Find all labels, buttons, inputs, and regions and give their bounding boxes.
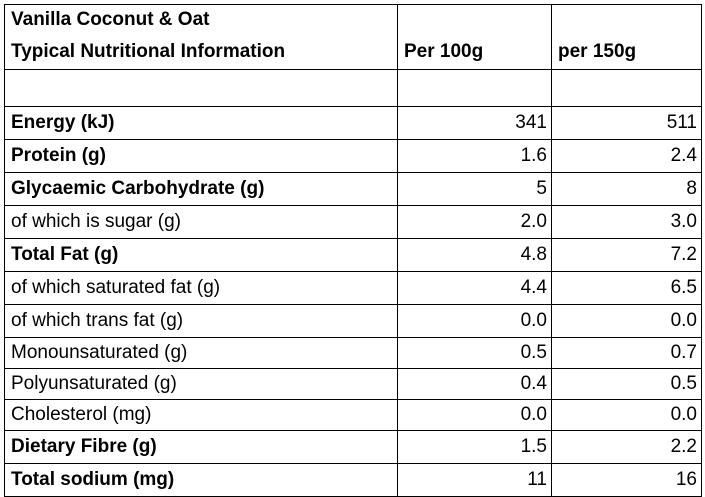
value-per-150g: 511 [551,106,702,140]
value-per-150g: 2.2 [551,430,702,464]
table-row: Monounsaturated (g) 0.5 0.7 [4,337,702,369]
value-per-100g: 5 [397,172,552,206]
title-row: Vanilla Coconut & Oat [4,4,702,35]
header-row: Typical Nutritional Information Per 100g… [4,35,702,70]
value-per-150g: 0.0 [551,304,702,338]
table-row: of which trans fat (g) 0.0 0.0 [4,304,702,338]
column-header-per-100g: Per 100g [397,35,552,70]
empty-cell [4,69,398,107]
nutrient-label: Total Fat (g) [4,238,398,272]
nutrient-label: Polyunsaturated (g) [4,368,398,400]
value-per-100g: 0.5 [397,337,552,369]
nutrition-table: Vanilla Coconut & Oat Typical Nutritiona… [4,4,702,497]
nutrient-label: Cholesterol (mg) [4,399,398,431]
value-per-150g: 0.5 [551,368,702,400]
value-per-150g: 16 [551,463,702,497]
nutrient-label: of which trans fat (g) [4,304,398,338]
value-per-150g: 0.0 [551,399,702,431]
nutrient-label: Total sodium (mg) [4,463,398,497]
value-per-100g: 0.0 [397,399,552,431]
header-blank-cell [551,4,702,35]
nutrition-sheet: Vanilla Coconut & Oat Typical Nutritiona… [4,4,702,497]
table-row: of which is sugar (g) 2.0 3.0 [4,205,702,239]
value-per-100g: 11 [397,463,552,497]
table-row: Cholesterol (mg) 0.0 0.0 [4,399,702,431]
value-per-150g: 0.7 [551,337,702,369]
value-per-150g: 8 [551,172,702,206]
table-row: Glycaemic Carbohydrate (g) 5 8 [4,172,702,206]
table-row: Energy (kJ) 341 511 [4,106,702,140]
nutrient-label: Glycaemic Carbohydrate (g) [4,172,398,206]
value-per-100g: 2.0 [397,205,552,239]
value-per-150g: 2.4 [551,139,702,173]
nutrient-label: Dietary Fibre (g) [4,430,398,464]
value-per-150g: 6.5 [551,271,702,305]
table-row: of which saturated fat (g) 4.4 6.5 [4,271,702,305]
empty-cell [551,69,702,107]
empty-cell [397,69,552,107]
value-per-150g: 7.2 [551,238,702,272]
product-name: Vanilla Coconut & Oat [4,4,398,35]
value-per-100g: 4.8 [397,238,552,272]
nutrient-label: Protein (g) [4,139,398,173]
nutrient-label: of which saturated fat (g) [4,271,398,305]
value-per-100g: 341 [397,106,552,140]
header-blank-cell [397,4,552,35]
nutrient-label: Monounsaturated (g) [4,337,398,369]
table-row: Polyunsaturated (g) 0.4 0.5 [4,368,702,400]
value-per-100g: 0.0 [397,304,552,338]
nutrient-label: of which is sugar (g) [4,205,398,239]
column-header-per-150g: per 150g [551,35,702,70]
spacer-row [4,69,702,107]
table-row: Total sodium (mg) 11 16 [4,463,702,497]
table-row: Dietary Fibre (g) 1.5 2.2 [4,430,702,464]
value-per-150g: 3.0 [551,205,702,239]
value-per-100g: 1.6 [397,139,552,173]
nutrient-label: Energy (kJ) [4,106,398,140]
value-per-100g: 0.4 [397,368,552,400]
table-row: Protein (g) 1.6 2.4 [4,139,702,173]
table-row: Total Fat (g) 4.8 7.2 [4,238,702,272]
table-subtitle: Typical Nutritional Information [4,35,398,70]
value-per-100g: 1.5 [397,430,552,464]
nutrition-rows: Energy (kJ) 341 511 Protein (g) 1.6 2.4 Glycae… [4,106,702,497]
value-per-100g: 4.4 [397,271,552,305]
